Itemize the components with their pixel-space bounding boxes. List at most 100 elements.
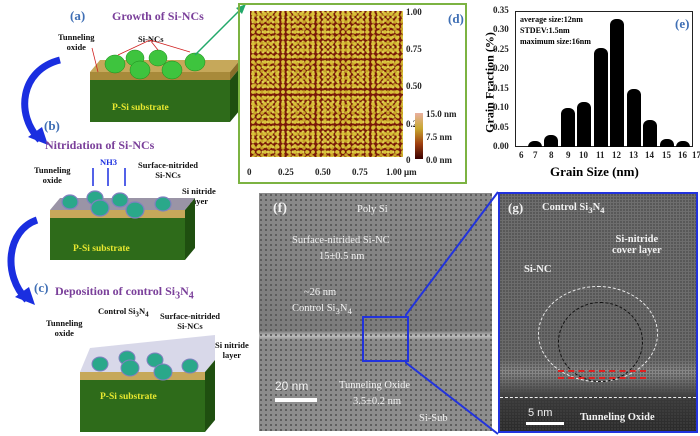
label-line: oxide xyxy=(54,328,74,338)
x-axis-label: Grain Size (nm) xyxy=(550,164,639,179)
bar-7 xyxy=(528,141,542,147)
x-tick: 17 xyxy=(692,150,700,160)
red-dashed-line xyxy=(558,370,646,372)
zoom-region-box xyxy=(362,316,409,362)
nh3-label: NH3 xyxy=(100,157,117,167)
panel-c-title: Deposition of control Si3N4 xyxy=(55,284,194,302)
si-nitride-cover-label: Si-nitride cover layer xyxy=(612,234,662,256)
scale-bar-label-f: 20 nm xyxy=(275,379,309,393)
control-si3n4-label-g: Control Si3N4 xyxy=(542,202,605,216)
y-tick: 0.10 xyxy=(493,102,509,112)
bar-15 xyxy=(660,139,674,147)
control-si3n4-label-f: Control Si3N4 xyxy=(292,303,352,317)
panel-a-label: (a) xyxy=(70,8,86,23)
label-line: Surface-nitrided xyxy=(160,311,220,321)
arrow-to-afm-icon xyxy=(194,4,246,56)
afm-y-tick: 0.25 xyxy=(406,119,422,129)
substrate-label-a: P-Si substrate xyxy=(112,103,169,113)
afm-x-tick: 0 xyxy=(247,167,252,177)
colorbar-label: 0.0 nm xyxy=(426,155,453,165)
label-line: cover layer xyxy=(612,245,662,256)
si-nitride-label-c: Si nitride layer xyxy=(215,340,249,360)
interface-line xyxy=(500,397,696,398)
bar-11 xyxy=(594,48,608,147)
tunneling-oxide-label-g: Tunneling Oxide xyxy=(580,412,655,423)
x-tick: 7 xyxy=(533,150,538,160)
panel-b-label: (b) xyxy=(44,118,60,133)
curved-arrow-icon-bc xyxy=(7,216,39,305)
stat-maximum: maximum size:16nm xyxy=(520,37,591,46)
stat-average: average size:12nm xyxy=(520,15,583,24)
si-nc-outline xyxy=(558,302,643,382)
panel-b-title: Nitridation of Si-NCs xyxy=(45,138,155,152)
stat-stdev: STDEV:1.5nm xyxy=(520,26,570,35)
afm-y-tick: 0.50 xyxy=(406,81,422,91)
si-nitride-label-b: Si nitride layer xyxy=(182,186,216,206)
label-line: Si nitride xyxy=(215,340,249,350)
panel-d-label: (d) xyxy=(448,11,464,26)
label-line: Si-nitride xyxy=(615,234,659,245)
device-schematic-c xyxy=(80,335,215,432)
y-tick: 0.05 xyxy=(493,122,509,132)
substrate-label-b: P-Si substrate xyxy=(73,244,130,254)
panel-g-label: (g) xyxy=(508,200,524,215)
label-line: Tunneling xyxy=(46,318,83,328)
label-line: Surface-nitrided xyxy=(138,160,198,170)
chart-stats: average size:12nm STDEV:1.5nm maximum si… xyxy=(520,14,591,47)
si-nc-label: Si-NC xyxy=(524,264,552,275)
nc-label: Surface-nitrided Si-NC xyxy=(292,235,390,246)
y-tick: 0.30 xyxy=(493,24,509,34)
afm-y-tick: 0 xyxy=(406,155,411,165)
tunneling-oxide-label-f: Tunneling Oxide xyxy=(339,380,411,391)
tem-image-f: (f) Poly Si Surface-nitrided Si-NC 15±0.… xyxy=(259,193,492,431)
bar-9 xyxy=(561,108,575,147)
tem-image-g: (g) Control Si3N4 Si-nitride cover layer… xyxy=(498,192,698,433)
x-tick: 10 xyxy=(579,150,588,160)
afm-x-tick: 0.50 xyxy=(315,167,331,177)
y-tick: 0.00 xyxy=(493,141,509,151)
label-line: Si nitride xyxy=(182,186,216,196)
panel-e-label: (e) xyxy=(675,16,690,31)
label-line: layer xyxy=(222,350,242,360)
surface-nitrided-label-b: Surface-nitrided Si-NCs xyxy=(138,160,198,180)
x-tick: 15 xyxy=(662,150,671,160)
label-line: Tunneling xyxy=(58,32,95,42)
tunneling-oxide-label-b: Tunneling oxide xyxy=(34,165,71,185)
control-si3n4-label-c: Control Si3N4 xyxy=(98,306,149,319)
afm-height-map xyxy=(250,11,403,157)
curved-arrow-icon-ab xyxy=(21,56,62,145)
label-line: Si-NCs xyxy=(177,321,203,331)
x-tick: 14 xyxy=(645,150,654,160)
tunneling-oxide-label-a: Tunneling oxide xyxy=(58,32,95,52)
panel-c-label: (c) xyxy=(34,280,49,295)
panel-a-title: Growth of Si-NCs xyxy=(112,9,204,23)
device-schematic-a xyxy=(90,40,240,122)
tunneling-oxide-thickness: 3.5±0.2 nm xyxy=(353,396,402,407)
label-line: oxide xyxy=(66,42,86,52)
panel-f-label: (f) xyxy=(273,201,287,216)
x-tick: 12 xyxy=(612,150,621,160)
x-tick: 6 xyxy=(519,150,524,160)
substrate-label-c: P-Si substrate xyxy=(100,392,157,402)
afm-panel: 1.00 0.75 0.50 0.25 0 0 0.25 0.50 0.75 1… xyxy=(238,3,467,184)
bar-10 xyxy=(577,102,591,147)
y-axis-label: Grain Fraction (%) xyxy=(482,32,497,133)
zoom-connector-lines xyxy=(405,191,499,435)
x-tick: 13 xyxy=(629,150,638,160)
afm-x-tick: 0.75 xyxy=(352,167,368,177)
si-ncs-label-a: Si-NCs xyxy=(138,34,164,44)
x-tick: 11 xyxy=(596,150,605,160)
afm-y-tick: 1.00 xyxy=(406,7,422,17)
y-tick: 0.35 xyxy=(493,5,509,15)
x-tick: 8 xyxy=(549,150,554,160)
red-dashed-line xyxy=(558,377,646,379)
bar-14 xyxy=(643,120,657,147)
surface-nitrided-label-c: Surface-nitrided Si-NCs xyxy=(160,311,220,331)
grain-size-chart: 0.35 0.30 0.25 0.20 0.15 0.10 0.05 0.00 … xyxy=(470,0,700,190)
afm-y-tick: 0.75 xyxy=(406,44,422,54)
bar-12 xyxy=(610,19,624,147)
label-line: Si-NCs xyxy=(155,170,181,180)
afm-colorbar xyxy=(415,113,423,159)
bar-13 xyxy=(627,89,641,147)
si-sub-label: Si-Sub xyxy=(419,413,448,424)
